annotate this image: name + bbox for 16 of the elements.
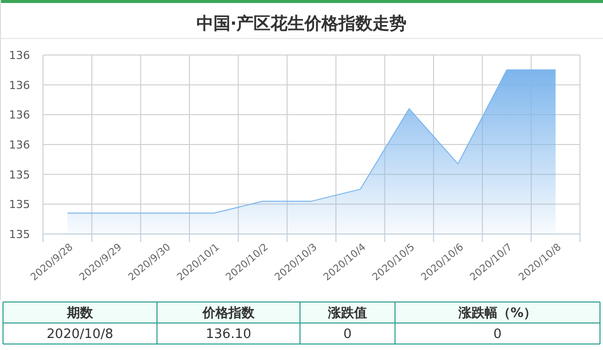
- text: 136.10: [206, 327, 252, 342]
- chart-title: 中国·产区花生价格指数走势: [196, 14, 407, 34]
- y-tick-label: 136: [9, 49, 30, 62]
- text: 涨跌幅（%）: [457, 306, 537, 321]
- text: 0: [343, 327, 352, 342]
- y-tick-label: 135: [9, 198, 30, 212]
- text: 2020/10/8: [46, 327, 114, 342]
- text: 0: [493, 327, 502, 342]
- y-tick-label: 136: [9, 108, 30, 122]
- text: 价格指数: [202, 306, 256, 321]
- text: 期数: [66, 306, 94, 321]
- y-tick-label: 135: [9, 228, 30, 241]
- y-tick-label: 136: [9, 78, 30, 92]
- y-tick-label: 136: [9, 138, 30, 152]
- y-tick-label: 135: [9, 168, 30, 182]
- text: 涨跌值: [327, 306, 367, 321]
